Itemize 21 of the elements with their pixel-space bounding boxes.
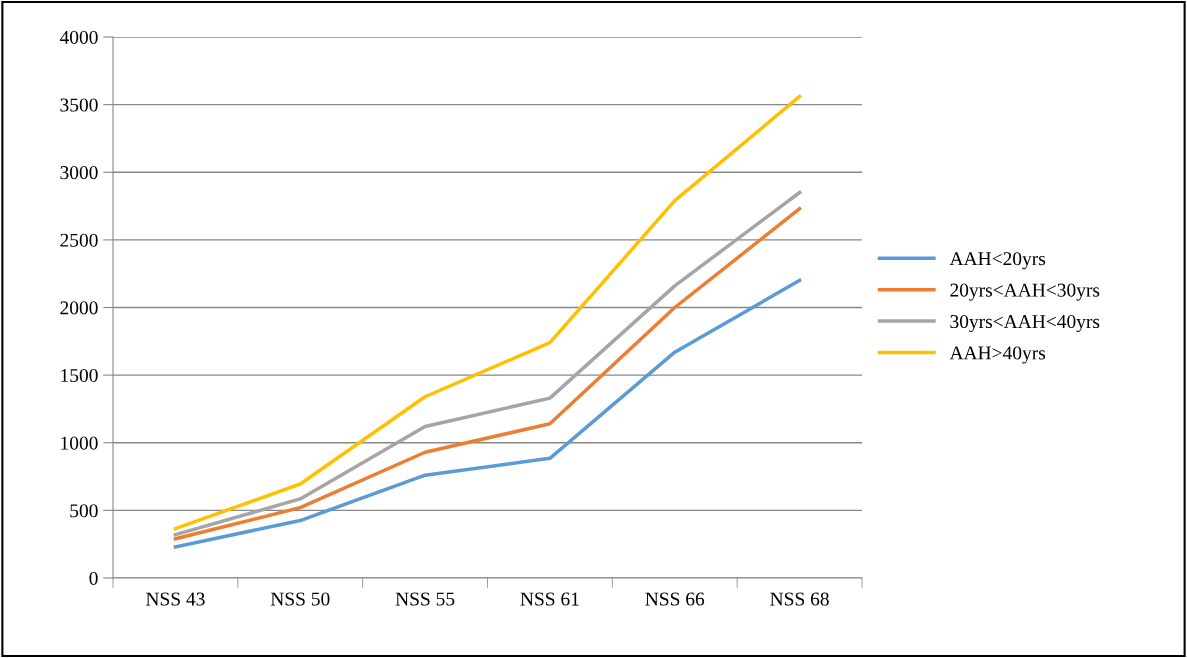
y-tick-label: 4000 [59,30,98,44]
y-tick-label: 2000 [60,301,98,315]
legend-label: 20yrs<AAH<30yrs [950,283,1100,301]
legend-label: AAH>40yrs [949,346,1046,364]
y-tick-label: 3000 [60,166,98,180]
legend-label: 30yrs<AAH<40yrs [950,314,1100,333]
y-tick-label: 1500 [61,368,98,383]
x-tick-label: NSS 50 [270,592,330,606]
x-tick-label: NSS 43 [145,592,205,606]
x-tick-label: NSS 61 [520,592,579,606]
y-tick-label: 1000 [61,436,98,450]
line-series [173,94,802,531]
x-tick-label: NSS 66 [645,592,705,606]
line-series [173,278,802,549]
y-tick-label: 3500 [60,98,98,112]
y-tick-label: 2500 [60,233,98,247]
x-tick-label: NSS 55 [395,592,455,606]
x-tick-label: NSS 68 [770,592,829,606]
legend-label: AAH<20yrs [949,252,1046,270]
y-tick-label: 0 [89,571,98,585]
y-tick-label: 500 [70,504,98,518]
